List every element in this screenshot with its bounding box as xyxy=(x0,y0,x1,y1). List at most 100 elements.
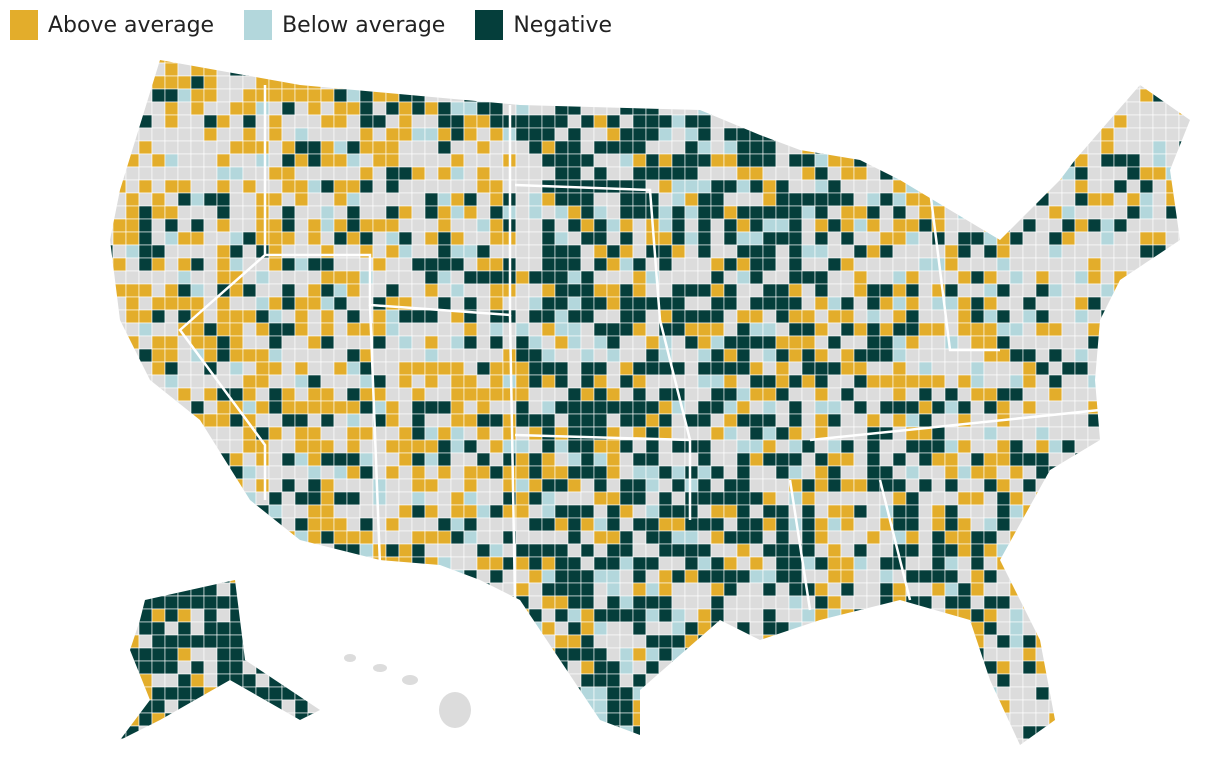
county xyxy=(203,140,218,155)
county xyxy=(866,543,881,558)
county xyxy=(110,296,114,311)
county xyxy=(1113,387,1128,402)
county xyxy=(1022,543,1037,558)
county xyxy=(580,595,595,610)
county xyxy=(723,309,738,324)
county xyxy=(684,725,699,740)
county xyxy=(437,647,452,662)
county xyxy=(190,75,205,90)
county xyxy=(1152,608,1167,623)
county xyxy=(1087,374,1102,389)
county xyxy=(515,491,530,506)
county xyxy=(164,491,179,506)
county xyxy=(476,244,491,259)
county xyxy=(151,270,166,285)
county xyxy=(1178,335,1190,350)
county xyxy=(268,62,283,77)
county xyxy=(1009,244,1024,259)
county xyxy=(1061,166,1076,181)
county xyxy=(853,309,868,324)
county xyxy=(1035,296,1050,311)
county xyxy=(151,166,166,181)
county xyxy=(723,686,738,701)
county xyxy=(827,517,842,532)
county xyxy=(1061,595,1076,610)
county xyxy=(593,244,608,259)
county xyxy=(1100,179,1115,194)
county xyxy=(983,218,998,233)
county xyxy=(110,660,114,675)
county xyxy=(437,530,452,545)
county xyxy=(1139,439,1154,454)
county xyxy=(1152,88,1167,103)
county xyxy=(684,166,699,181)
county xyxy=(177,504,192,519)
county xyxy=(541,244,556,259)
county xyxy=(372,387,387,402)
county xyxy=(450,88,465,103)
county xyxy=(671,660,686,675)
county xyxy=(1087,179,1102,194)
county xyxy=(216,634,231,649)
county xyxy=(567,400,582,415)
county xyxy=(775,543,790,558)
county xyxy=(684,270,699,285)
county xyxy=(528,335,543,350)
county xyxy=(1139,712,1154,727)
county xyxy=(346,582,361,597)
county xyxy=(840,569,855,584)
county xyxy=(983,621,998,636)
county xyxy=(736,426,751,441)
county xyxy=(190,621,205,636)
county xyxy=(658,270,673,285)
county xyxy=(1074,166,1089,181)
county xyxy=(255,205,270,220)
county xyxy=(1152,270,1167,285)
legend-label: Negative xyxy=(513,12,613,38)
county xyxy=(580,413,595,428)
county xyxy=(892,647,907,662)
county xyxy=(697,114,712,129)
county xyxy=(983,647,998,662)
county xyxy=(567,88,582,103)
county xyxy=(307,439,322,454)
county xyxy=(736,62,751,77)
county xyxy=(671,738,686,745)
county xyxy=(110,166,114,181)
county xyxy=(1113,153,1128,168)
county xyxy=(320,738,335,745)
county xyxy=(970,699,985,714)
county xyxy=(749,296,764,311)
county xyxy=(281,439,296,454)
county xyxy=(1061,322,1076,337)
county xyxy=(1126,218,1141,233)
county xyxy=(528,400,543,415)
county xyxy=(1139,595,1154,610)
county xyxy=(385,140,400,155)
county xyxy=(918,465,933,480)
county xyxy=(567,127,582,142)
county xyxy=(307,426,322,441)
county xyxy=(1048,543,1063,558)
county xyxy=(736,244,751,259)
county xyxy=(216,738,231,745)
county xyxy=(866,569,881,584)
county xyxy=(346,88,361,103)
county xyxy=(619,569,634,584)
county xyxy=(164,621,179,636)
county xyxy=(110,322,114,337)
county xyxy=(567,296,582,311)
county xyxy=(1178,530,1190,545)
county xyxy=(983,244,998,259)
county xyxy=(320,270,335,285)
county xyxy=(957,127,972,142)
county xyxy=(541,556,556,571)
county xyxy=(827,608,842,623)
county xyxy=(905,270,920,285)
county xyxy=(125,218,140,233)
county xyxy=(528,101,543,116)
county xyxy=(203,62,218,77)
county xyxy=(801,426,816,441)
county xyxy=(1192,635,1205,648)
county xyxy=(255,738,270,745)
